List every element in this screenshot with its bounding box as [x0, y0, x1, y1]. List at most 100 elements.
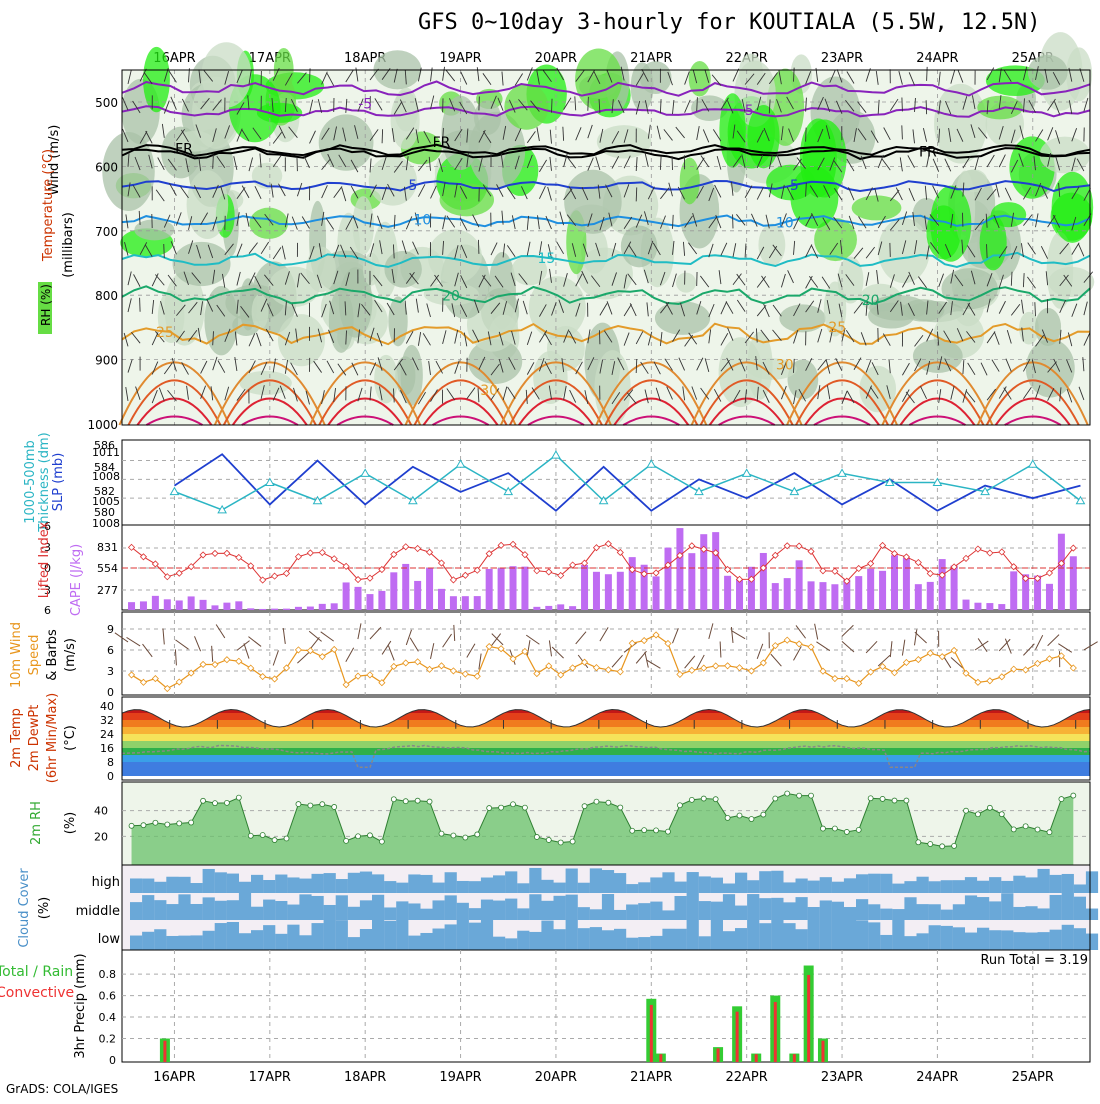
- contour-label: 10: [776, 216, 794, 232]
- wind-tick: 9: [107, 623, 114, 636]
- cloud-bar: [142, 932, 154, 950]
- cloud-bar: [977, 881, 989, 893]
- cloud-bar: [614, 910, 626, 920]
- cape-bar: [271, 609, 278, 610]
- rh-point: [1071, 793, 1076, 798]
- cloud-bar: [1062, 925, 1074, 950]
- rh-point: [820, 826, 825, 831]
- precip-tick: 0.2: [99, 1033, 117, 1046]
- cloud-bar: [808, 881, 820, 893]
- cloud-bar: [699, 876, 711, 893]
- cloud-bar: [1074, 884, 1086, 893]
- cloud-bar: [493, 901, 505, 920]
- cloud-bar: [1038, 869, 1050, 893]
- cape-bar: [474, 596, 481, 610]
- contour-label: FR: [433, 135, 451, 151]
- rh-point: [141, 823, 146, 828]
- rh-point: [677, 803, 682, 808]
- cloud-bar: [747, 920, 759, 950]
- cloud-bar: [808, 907, 820, 920]
- cloud-bar: [312, 896, 324, 920]
- cape-bar: [927, 582, 934, 610]
- cloud-bar: [917, 933, 929, 950]
- pressure-tick: 500: [95, 96, 118, 110]
- cloud-bar: [1074, 928, 1086, 950]
- contour-label: 5: [790, 178, 799, 194]
- cloud-bar: [348, 907, 360, 920]
- cloud-bar: [372, 874, 384, 893]
- cape-bar: [498, 568, 505, 610]
- label-2m-temp: 2m Temp: [9, 708, 24, 768]
- cloud-bar: [299, 935, 311, 950]
- cloud-bar: [711, 920, 723, 950]
- cloud-level-label: low: [98, 932, 121, 947]
- pressure-tick: 800: [95, 289, 118, 303]
- cloud-bar: [675, 896, 687, 920]
- cloud-bar: [590, 909, 602, 920]
- cloud-bar: [554, 929, 566, 950]
- rh-point: [665, 829, 670, 834]
- rh-point: [594, 799, 599, 804]
- cloud-bar: [989, 930, 1001, 950]
- cloud-bar: [263, 925, 275, 950]
- rh-point: [964, 808, 969, 813]
- cloud-bar: [191, 883, 203, 893]
- rh-tick: 20: [94, 830, 108, 843]
- date-label-bottom: 22APR: [726, 1070, 768, 1085]
- rh-shading: [878, 218, 930, 283]
- rh-point: [165, 822, 170, 827]
- rh-shading: [680, 157, 700, 204]
- cloud-bar: [759, 871, 771, 893]
- cloud-bar: [396, 920, 408, 950]
- rh-point: [284, 836, 289, 841]
- cape-bar: [903, 558, 910, 610]
- cape-tick: 277: [97, 584, 118, 597]
- rh-point: [522, 805, 527, 810]
- cloud-bar: [638, 882, 650, 893]
- cloud-bar: [941, 880, 953, 893]
- cloud-bar: [1074, 897, 1086, 920]
- cloud-bar: [239, 933, 251, 950]
- cloud-bar: [529, 932, 541, 950]
- rh-shading: [676, 273, 696, 293]
- wind-barb: [806, 128, 807, 142]
- wind-tick: 6: [107, 644, 114, 657]
- rh-point: [332, 804, 337, 809]
- cape-bar: [676, 528, 683, 610]
- wind-barb: [927, 67, 928, 81]
- cape-bar: [712, 532, 719, 610]
- cloud-bar: [324, 920, 336, 950]
- cape-bar: [402, 564, 409, 610]
- rh-shading: [187, 170, 229, 239]
- cloud-bar: [263, 880, 275, 893]
- legend-temperature: Temperature (°C): [41, 149, 56, 262]
- label-2m-dewpt: 2m DewPt: [27, 705, 42, 772]
- cloud-bar: [1086, 909, 1098, 920]
- rh-shading: [1052, 172, 1094, 243]
- rh-point: [761, 812, 766, 817]
- label-speed: Speed: [27, 635, 42, 676]
- cloud-bar: [312, 874, 324, 893]
- cloud-bar: [929, 925, 941, 950]
- cloud-bar: [602, 930, 614, 950]
- wind-barb: [588, 97, 589, 111]
- cloud-bar: [481, 920, 493, 950]
- cloud-bar: [699, 936, 711, 950]
- rh-point: [809, 793, 814, 798]
- cape-bar: [867, 569, 874, 610]
- temp-tick: 24: [100, 728, 114, 741]
- precip-frame: [122, 950, 1090, 1062]
- cloud-bar: [929, 904, 941, 920]
- cloud-bar: [433, 900, 445, 920]
- date-label-top: 19APR: [439, 51, 481, 66]
- cloud-bar: [1001, 930, 1013, 950]
- cloud-bar: [566, 895, 578, 920]
- cloud-bar: [783, 902, 795, 920]
- cloud-bar: [953, 880, 965, 893]
- precip-conv-bar: [163, 1041, 166, 1062]
- cape-bar: [414, 581, 421, 610]
- cape-bar: [152, 596, 159, 610]
- rh-point: [224, 800, 229, 805]
- cloud-level-label: high: [92, 875, 120, 890]
